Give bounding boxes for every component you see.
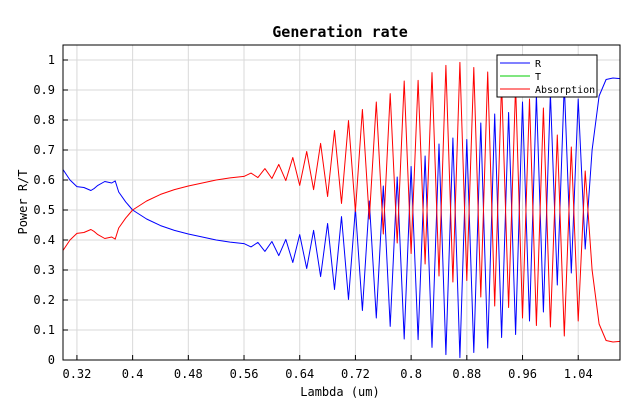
y-axis-ticks: 0 0.1 0.2 0.3 0.4 0.5 0.6 0.7 0.8 0.9 1 — [33, 53, 68, 367]
x-tick-label: 0.32 — [62, 367, 91, 381]
legend-label-t: T — [535, 72, 541, 83]
y-tick-label: 0.6 — [33, 173, 55, 187]
chart-title: Generation rate — [272, 23, 407, 41]
y-tick-label: 0.7 — [33, 143, 55, 157]
y-tick-label: 1 — [48, 53, 55, 67]
series-line-r — [62, 77, 621, 359]
x-tick-label: 0.96 — [508, 367, 537, 381]
x-axis-ticks: 0.32 0.4 0.48 0.56 0.64 0.72 0.8 0.88 0.96 1.04 — [62, 355, 593, 381]
legend: R T Absorption — [496, 54, 598, 98]
x-tick-label: 0.88 — [452, 367, 481, 381]
x-tick-label: 0.8 — [400, 367, 422, 381]
y-tick-label: 0.2 — [33, 293, 55, 307]
y-tick-label: 0.1 — [33, 323, 55, 337]
x-tick-label: 0.72 — [341, 367, 370, 381]
x-tick-label: 0.48 — [174, 367, 203, 381]
legend-label-r: R — [535, 59, 542, 70]
y-axis-label: Power R/T — [16, 169, 30, 234]
x-tick-label: 0.4 — [122, 367, 144, 381]
x-tick-label: 0.64 — [285, 367, 314, 381]
legend-label-absorption: Absorption — [535, 85, 595, 96]
y-tick-label: 0 — [48, 353, 55, 367]
x-tick-label: 0.56 — [230, 367, 259, 381]
x-axis-label: Lambda (um) — [300, 385, 379, 399]
series-line-absorption — [62, 61, 621, 343]
plot-frame — [62, 44, 621, 361]
y-tick-label: 0.5 — [33, 203, 55, 217]
y-tick-label: 0.3 — [33, 263, 55, 277]
y-tick-label: 0.4 — [33, 233, 55, 247]
y-tick-label: 0.8 — [33, 113, 55, 127]
x-tick-label: 1.04 — [564, 367, 593, 381]
y-tick-label: 0.9 — [33, 83, 55, 97]
